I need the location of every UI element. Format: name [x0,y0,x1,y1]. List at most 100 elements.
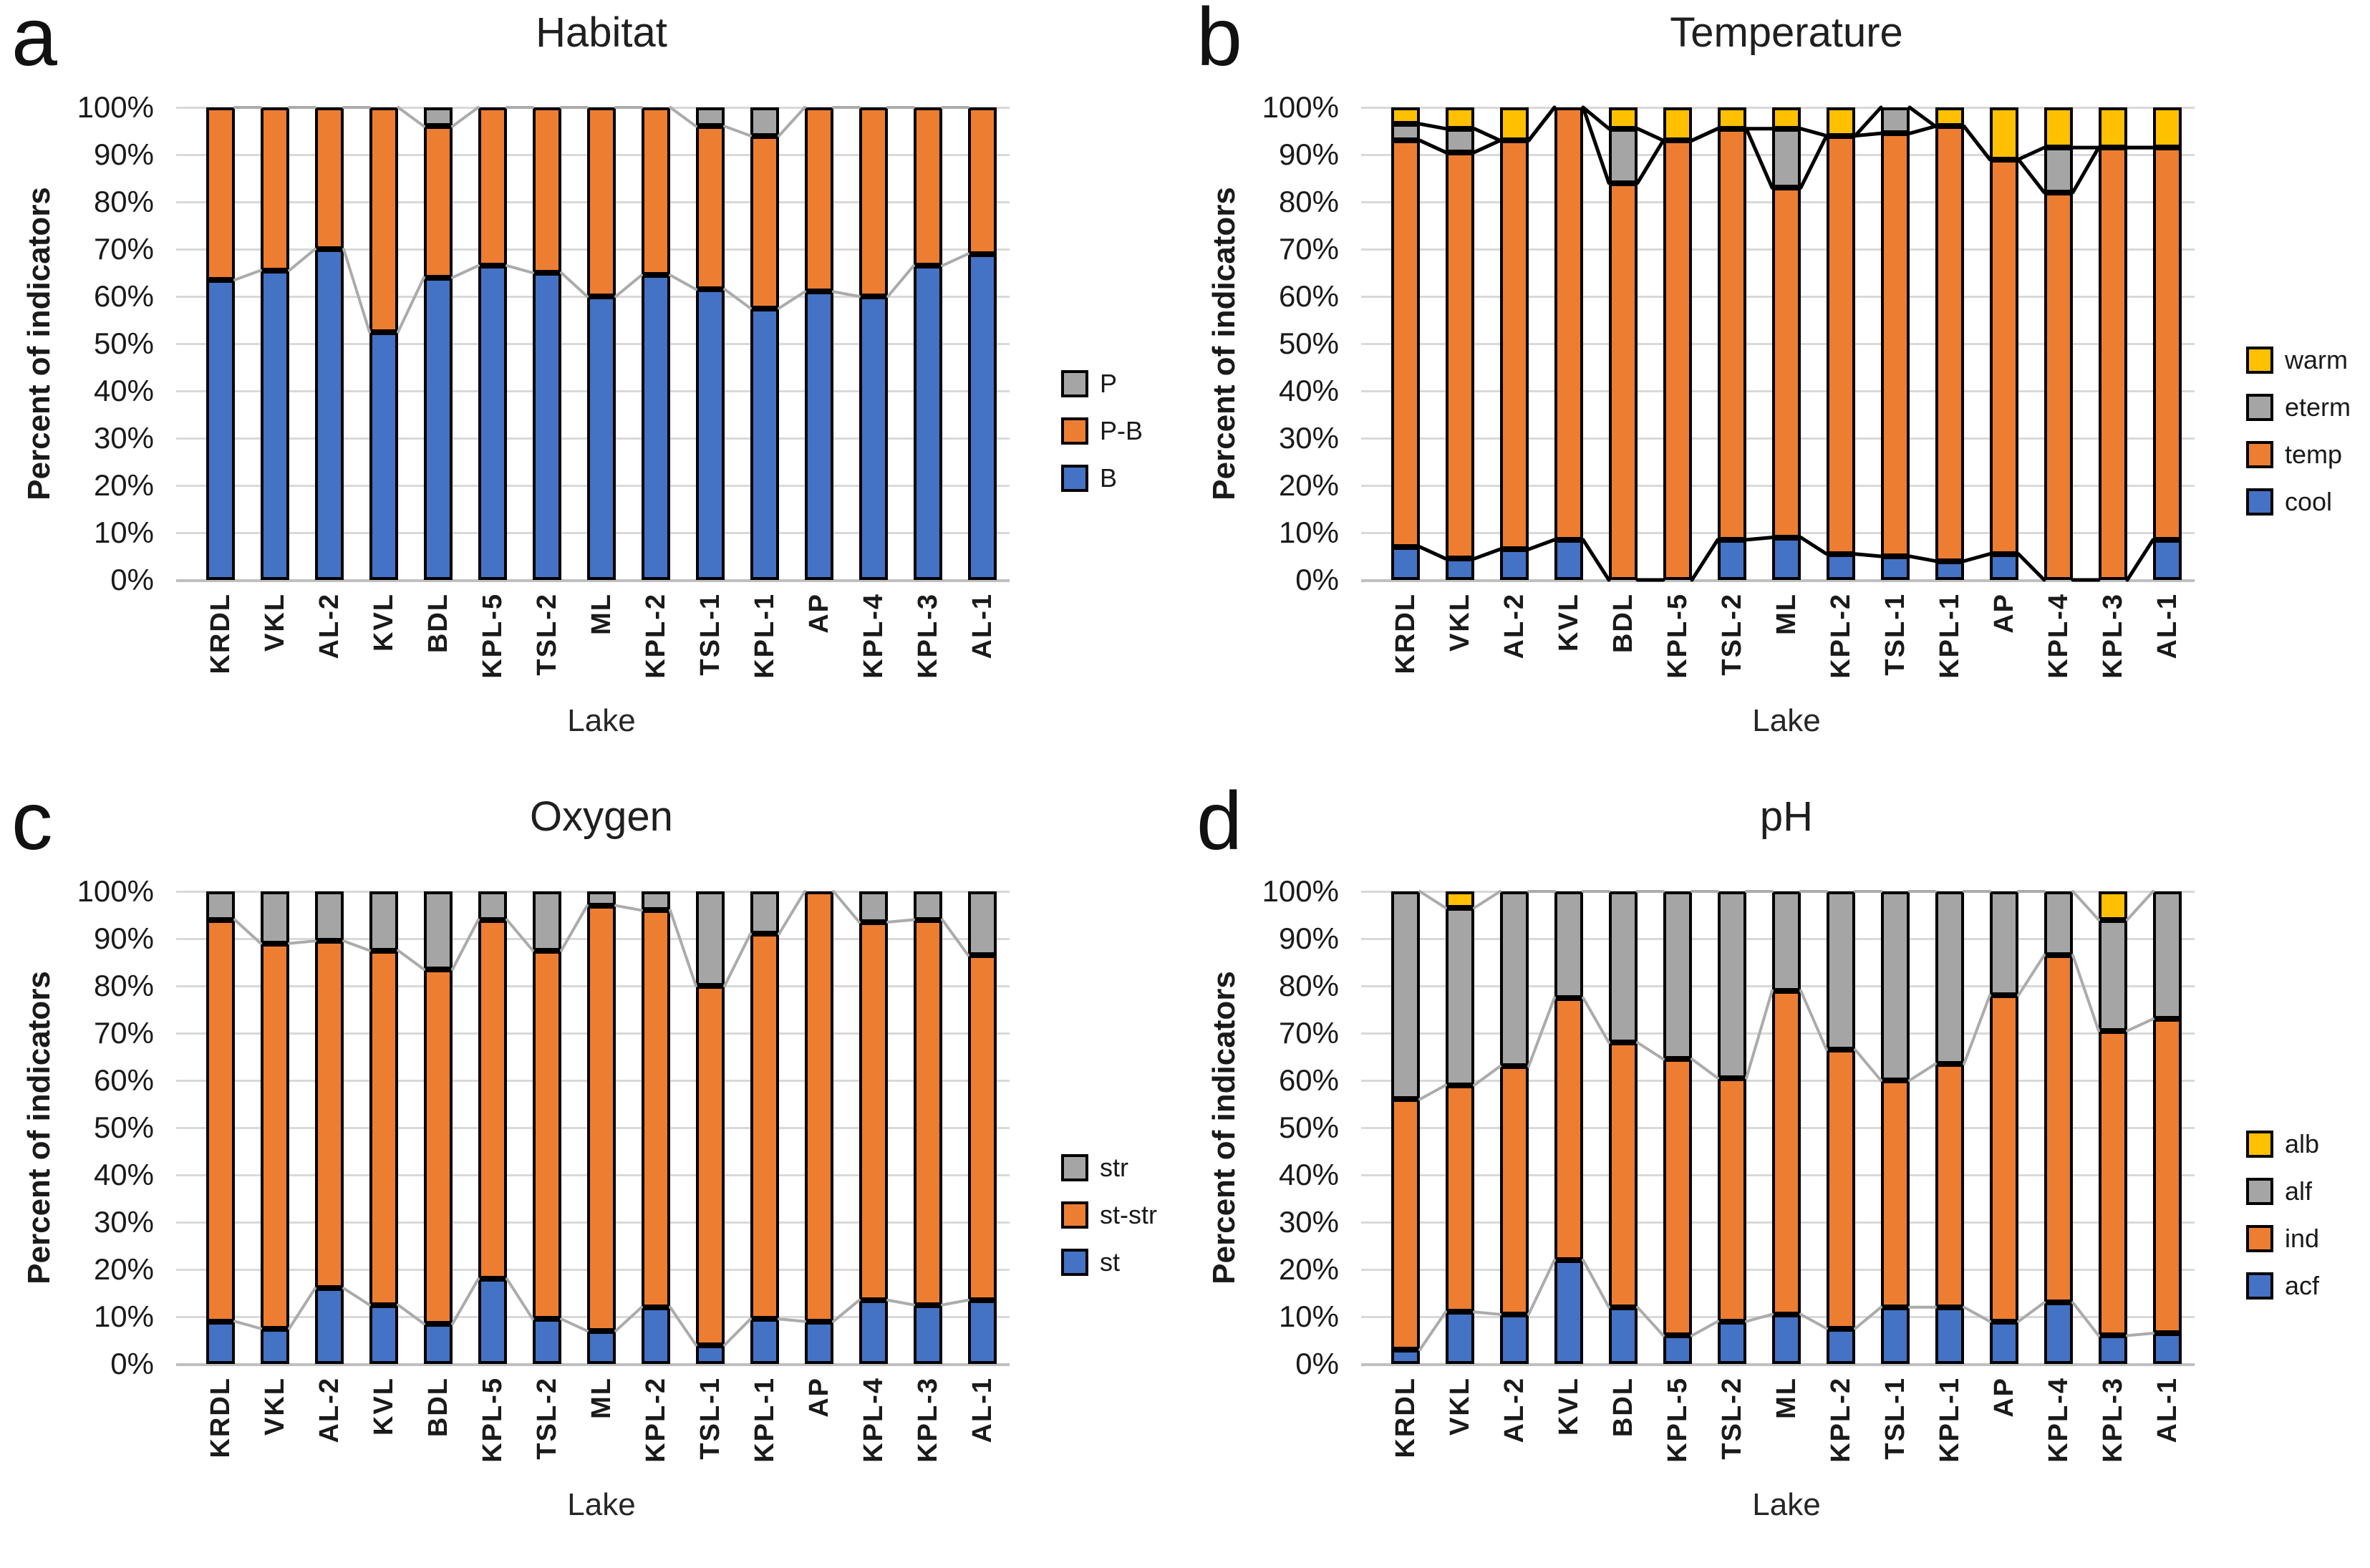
gridline [176,1363,1010,1366]
y-tick-label: 50% [1278,326,1339,360]
bar-segment-KRDL-str [206,891,235,920]
x-axis-title: Lake [567,1487,636,1522]
bar-segment-KPL-5-temp [1663,140,1692,580]
legend-label: alf [2285,1176,2313,1206]
bar-segment-KPL-2-ind [1827,1050,1855,1329]
x-tick-label: KRDL [1390,1377,1421,1458]
x-tick-label: KPL-2 [641,593,671,679]
x-tick-label: AP [804,1377,834,1418]
x-tick-label: KPL-1 [750,593,780,679]
series-line [397,1303,425,1325]
bar-segment-KPL-3-ind [2099,1030,2127,1336]
panel-ph: d pH Percent of indicators 0% 10% 20% 30% 40… [1185,775,2370,1568]
bar-segment-KRDL-P-B [206,107,235,280]
bar-segment-BDL-str [424,891,453,969]
bar-segment-AL-1-warm [2153,107,2182,148]
bar-segment-AL-2-temp [1500,140,1529,550]
x-tick-label: KPL-5 [478,1377,508,1463]
x-tick-label: KPL-3 [913,1377,943,1463]
bar-segment-VKL-temp [1446,152,1474,559]
bar-segment-TSL-1-str [696,891,725,986]
bar-segment-TSL-2-ind [1718,1078,1746,1322]
y-tick-label: 70% [1278,232,1339,266]
bar-segment-KRDL-st-str [206,919,235,1322]
y-tick-label: 0% [1295,1347,1339,1380]
legend-label: eterm [2285,392,2351,422]
bar-segment-KPL-3-P-B [914,107,942,266]
bar-segment-KVL-B [369,331,398,580]
bar-segment-ML-str [587,891,616,906]
bar-segment-AP-B [805,291,833,580]
y-tick-label: 100% [77,874,154,908]
y-tick-label: 0% [1295,563,1339,596]
x-tick-label: KRDL [1390,593,1421,674]
bar-segment-KPL-1-st-str [750,934,779,1320]
x-tick-label: KPL-1 [750,1377,780,1463]
bar-segment-AL-2-st-str [315,941,344,1289]
bar-segment-BDL-alf [1609,891,1638,1043]
series-line [1472,138,1502,155]
legend-item-P: P [1061,369,1143,399]
series-line [1690,127,1720,142]
bar-segment-KPL-1-cool [1935,561,1964,580]
x-tick-label: KPL-4 [2043,1377,2074,1463]
legend-item-B: B [1061,463,1143,493]
bar-segment-KRDL-st [206,1321,235,1364]
bar-segment-AL-2-warm [1500,107,1529,141]
series-line [1473,890,1501,910]
bar-segment-BDL-P [424,107,453,127]
legend-item-str: str [1061,1153,1157,1183]
bar-segment-KPL-3-warm [2099,107,2127,148]
bar-segment-VKL-st-str [261,943,289,1329]
x-tick-label: TSL-2 [1717,1377,1747,1460]
bar-segment-KPL-4-temp [2044,192,2073,580]
gridline [176,890,1010,893]
y-tick-label: 80% [93,969,154,1002]
bar-segment-ML-st-str [587,905,616,1331]
legend-swatch-icon [2246,347,2273,374]
series-line [1853,552,1883,558]
legend-item-alb: alb [2246,1129,2319,1159]
bar-segment-KPL-5-alf [1663,891,1692,1060]
panel-habitat: a Habitat Percent of indicators 0% 10% 20%… [0,0,1185,784]
bar-segment-KPL-3-acf [2099,1335,2127,1364]
bar-segment-KPL-3-st [914,1305,942,1364]
bar-segment-ML-P-B [587,107,616,296]
bar-segment-KVL-alf [1554,891,1583,998]
x-tick-label: AL-2 [1499,593,1529,659]
series-line [669,1305,697,1347]
series-line [397,106,425,128]
series-line [1907,124,1938,135]
x-tick-label: ML [586,1377,616,1419]
series-line [506,918,534,952]
series-line [941,1298,969,1307]
bar-segment-KPL-3-alb [2099,891,2127,920]
bar-segment-VKL-eterm [1446,128,1474,153]
x-tick-label: TSL-2 [1717,593,1747,676]
bar-segment-TSL-1-P [696,107,725,127]
bar-segment-KVL-ind [1554,997,1583,1260]
series-line [1527,538,1557,551]
series-line [1635,138,1665,185]
bar-segment-KPL-3-temp [2099,147,2127,580]
bar-segment-AL-1-ind [2153,1019,2182,1334]
series-line [614,1305,643,1332]
series-line [614,274,643,298]
bar-segment-AP-alf [1990,891,2018,996]
series-line [2016,158,2046,195]
series-line [1636,1305,1665,1337]
bar-segment-KPL-1-str [750,891,779,934]
bar-segment-KPL-5-B [478,266,507,580]
series-line [832,1298,861,1323]
x-tick-label: VKL [1445,1377,1475,1436]
series-line [1963,1305,1991,1323]
y-tick-label: 0% [110,563,154,596]
bar-segment-BDL-warm [1609,107,1638,129]
y-tick-label: 30% [1278,421,1339,455]
series-line [1799,134,1829,190]
bar-segment-KVL-acf [1554,1259,1583,1364]
bar-segment-BDL-eterm [1609,128,1638,183]
series-line [723,125,752,137]
y-tick-label: 30% [93,1205,154,1239]
bar-segment-VKL-B [261,270,289,580]
